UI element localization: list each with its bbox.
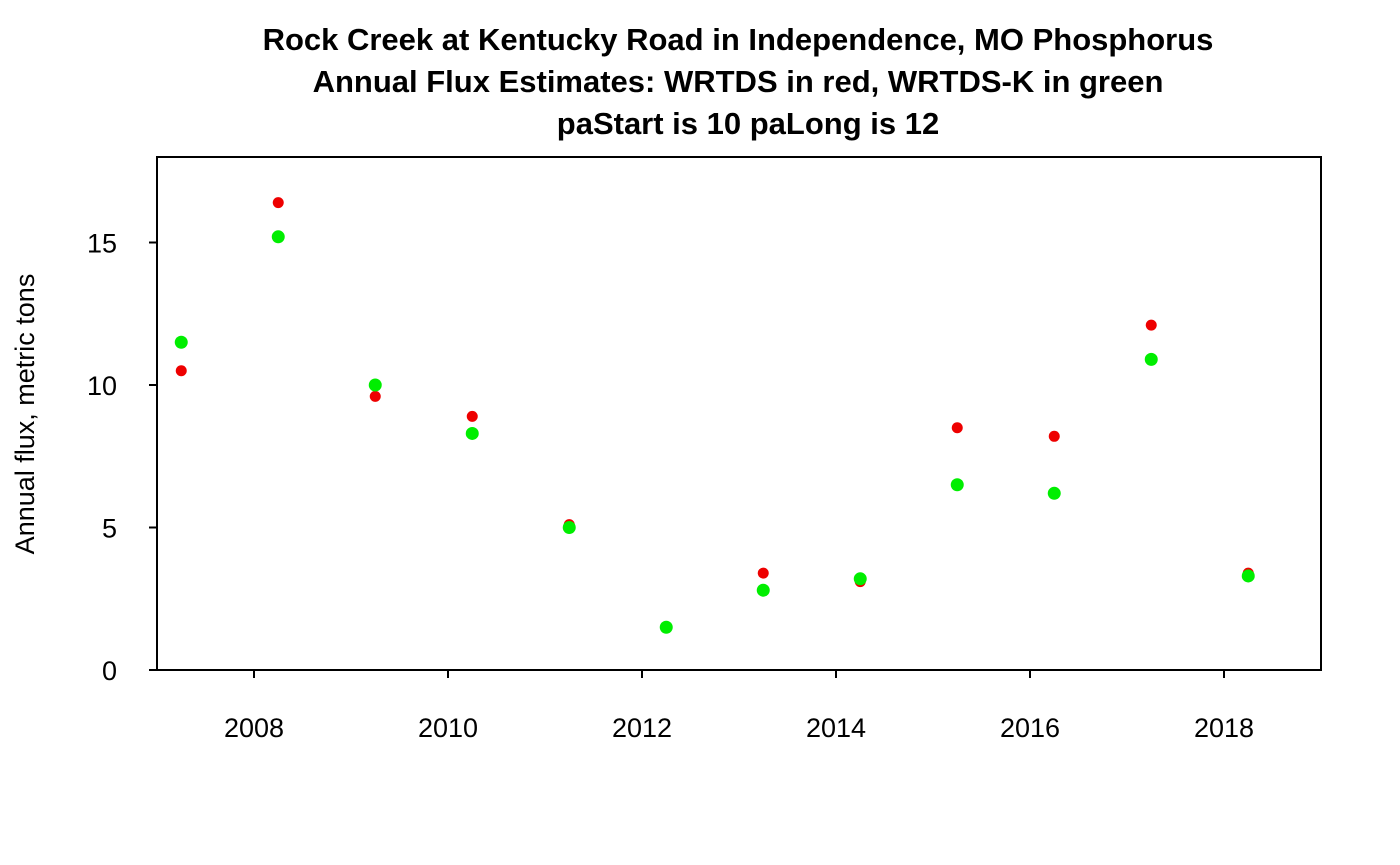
x-tick-label: 2012 xyxy=(612,713,672,743)
x-tick-label: 2014 xyxy=(806,713,866,743)
data-point xyxy=(1241,569,1255,583)
data-point xyxy=(757,567,769,579)
data-point xyxy=(465,426,479,440)
x-tick-label: 2008 xyxy=(224,713,284,743)
y-tick-label: 15 xyxy=(87,229,117,259)
data-point xyxy=(1047,486,1061,500)
data-point xyxy=(562,521,576,534)
series-1 xyxy=(175,197,1254,633)
data-point xyxy=(368,378,382,392)
series-layer xyxy=(174,197,1255,634)
chart-title-line-1: Rock Creek at Kentucky Road in Independe… xyxy=(263,22,1214,57)
data-point xyxy=(1145,319,1157,331)
data-point xyxy=(950,478,964,492)
data-point xyxy=(951,422,963,434)
data-point xyxy=(272,197,284,209)
data-point xyxy=(756,583,770,597)
y-axis-label: Annual flux, metric tons xyxy=(10,274,40,555)
x-tick-label: 2018 xyxy=(1194,713,1254,743)
series-2 xyxy=(174,230,1255,634)
data-point xyxy=(659,620,673,634)
x-tick-label: 2010 xyxy=(418,713,478,743)
data-point xyxy=(1144,352,1158,366)
y-tick-label: 10 xyxy=(87,371,117,401)
data-point xyxy=(369,390,381,402)
chart-title-line-3: paStart is 10 paLong is 12 xyxy=(557,106,939,141)
data-point xyxy=(1048,430,1060,442)
data-point xyxy=(174,335,188,349)
x-axis: 2008 2010 2012 2014 2016 2018 xyxy=(224,670,1254,743)
y-tick-label: 5 xyxy=(102,514,117,544)
data-point xyxy=(466,410,478,422)
data-point xyxy=(175,365,187,377)
data-point xyxy=(271,230,285,244)
x-tick-label: 2016 xyxy=(1000,713,1060,743)
data-point xyxy=(853,572,867,586)
y-axis: 0 5 10 15 xyxy=(87,229,157,686)
y-tick-label: 0 xyxy=(102,656,117,686)
chart-title-line-2: Annual Flux Estimates: WRTDS in red, WRT… xyxy=(313,64,1164,99)
plot-frame xyxy=(156,156,1322,671)
chart-title: Rock Creek at Kentucky Road in Independe… xyxy=(263,22,1214,141)
